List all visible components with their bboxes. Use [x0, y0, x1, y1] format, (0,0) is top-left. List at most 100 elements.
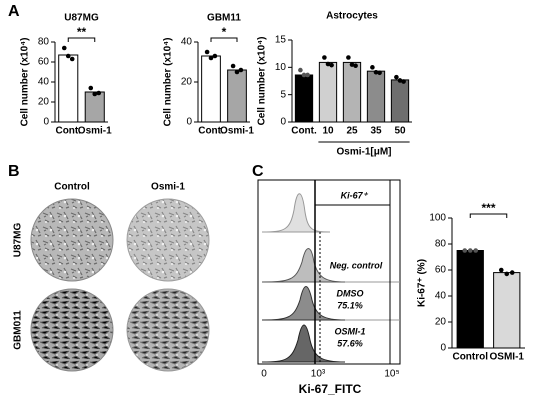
y-tick-label: 20 [38, 97, 50, 108]
data-point [504, 271, 510, 277]
histogram [261, 193, 331, 233]
bar [456, 250, 484, 349]
column-label: Osmi-1 [151, 182, 185, 193]
data-point [509, 270, 515, 275]
x-tick-label: Osmi-1 [78, 126, 112, 137]
data-point [498, 267, 504, 273]
micrograph [30, 288, 114, 372]
data-point [230, 63, 236, 69]
significance-label: ** [77, 25, 87, 39]
significance-bracket [210, 37, 238, 42]
y-tick-label: 40 [435, 291, 447, 302]
x-tick-label: 25 [346, 126, 358, 137]
y-tick-label: 10 [275, 62, 287, 73]
column-label: Control [54, 182, 90, 193]
bar [318, 61, 338, 123]
x-tick-label: Cont. [198, 126, 224, 137]
x-tick-label: 50 [394, 126, 406, 137]
y-tick-label: 0 [43, 117, 49, 128]
y-tick-label: 80 [435, 239, 447, 250]
data-point [370, 65, 375, 70]
y-tick-label: 0 [440, 343, 446, 354]
x-axis-label: Ki-67_FITC [299, 382, 362, 396]
data-point [301, 72, 307, 78]
data-point [92, 91, 98, 97]
bar [84, 91, 105, 123]
y-tick-label: 20 [181, 77, 193, 88]
micrograph [30, 198, 114, 282]
bar [294, 74, 314, 123]
bar [201, 55, 221, 123]
chart-title: U87MG [64, 13, 99, 24]
micrograph [126, 288, 210, 372]
y-tick-label: 100 [429, 213, 446, 224]
data-point [208, 55, 214, 61]
data-point [397, 78, 403, 83]
bar [390, 79, 410, 123]
panel-label: B [8, 163, 20, 180]
flow-histogram: Ki-67⁺ Neg. control DMSO 75.1% OSMI-1 57… [257, 179, 401, 396]
percent-label: 75.1% [337, 300, 363, 310]
data-point [373, 69, 379, 75]
sample-label: OSMI-1 [334, 326, 365, 336]
y-tick-label: 5 [280, 89, 286, 100]
data-point [353, 63, 358, 68]
significance-label: *** [481, 201, 495, 215]
bar [58, 54, 79, 123]
data-point [325, 61, 331, 67]
y-axis-label: Cell number (x10⁴) [20, 38, 31, 127]
sample-label: Neg. control [330, 260, 383, 270]
data-point [462, 248, 468, 253]
plot-frame [257, 179, 401, 365]
histogram [261, 324, 346, 363]
x-tick-label: OSMI-1 [490, 352, 525, 363]
panel-label: C [252, 163, 264, 180]
data-point [394, 74, 399, 80]
row-label: U87MG [13, 223, 24, 258]
y-tick-label: 0 [186, 117, 192, 128]
bar [493, 272, 521, 349]
significance-label: * [222, 25, 227, 39]
y-tick-label: 15 [275, 35, 287, 46]
data-point [305, 72, 310, 78]
data-point [322, 55, 327, 60]
significance-bracket [67, 37, 96, 42]
group-label: Osmi-1[μM] [336, 147, 391, 158]
data-point [346, 55, 351, 60]
data-point [69, 56, 75, 62]
y-axis-label: Cell number (x10⁴) [257, 37, 268, 126]
x-tick-label: Osmi-1 [220, 126, 254, 137]
x-tick-label: 10 [322, 126, 334, 137]
significance-bracket [469, 213, 508, 218]
y-tick-label: 60 [38, 57, 50, 68]
y-tick-label: 40 [181, 37, 193, 48]
data-point [212, 53, 218, 59]
gate-label: Ki-67⁺ [341, 190, 369, 200]
histogram [261, 248, 346, 283]
x-tick-label: 0 [261, 369, 267, 380]
data-point [238, 67, 244, 73]
data-point [88, 85, 94, 91]
data-point [401, 79, 406, 84]
bar [366, 70, 386, 123]
x-tick-label: 35 [370, 126, 382, 137]
percent-label: 57.6% [337, 338, 363, 348]
micrograph [126, 198, 210, 282]
y-tick-label: 60 [435, 265, 447, 276]
data-point [96, 90, 102, 96]
y-tick-label: 0 [280, 117, 286, 128]
data-point [234, 69, 240, 75]
data-point [61, 45, 67, 51]
y-axis-label: Cell number (x10⁴) [163, 38, 174, 127]
bar [227, 69, 247, 123]
data-point [65, 53, 71, 59]
y-tick-label: 40 [38, 77, 50, 88]
x-tick-label: Control [452, 352, 488, 363]
data-point [473, 248, 479, 253]
data-point [329, 62, 334, 68]
histogram [261, 286, 346, 321]
chart-title: GBM11 [207, 13, 241, 24]
y-axis-label: Ki-67⁺ (%) [417, 259, 428, 307]
row-label: GBM011 [13, 310, 24, 350]
